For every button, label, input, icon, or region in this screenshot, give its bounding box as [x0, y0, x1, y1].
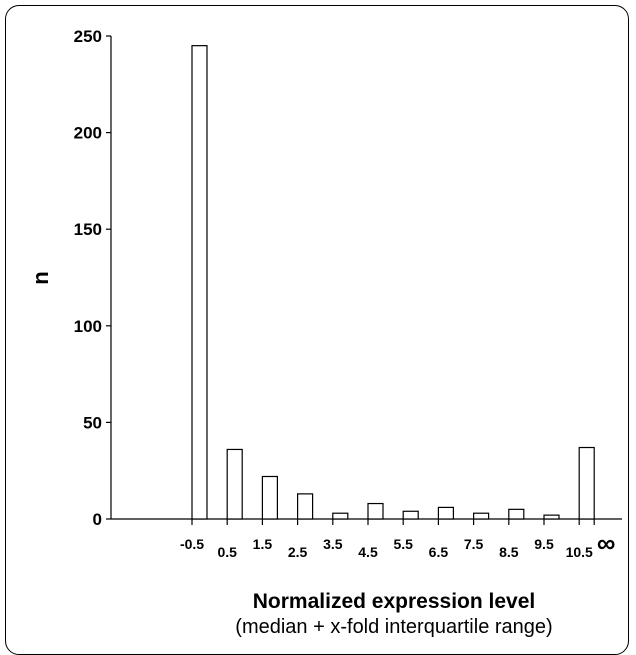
x-tick-label: 2.5 [288, 544, 308, 560]
histogram-bar [402, 510, 419, 520]
histogram-bar [437, 506, 454, 520]
x-tick-label: 4.5 [358, 544, 378, 560]
y-tick-label: 50 [83, 413, 102, 432]
x-tick-label: 7.5 [464, 536, 484, 552]
y-tick-label: 0 [93, 510, 102, 529]
histogram-bar [543, 514, 560, 520]
histogram-bar [473, 512, 490, 520]
y-tick-label: 200 [74, 124, 102, 143]
x-tick-label: 8.5 [499, 544, 519, 560]
y-tick-label: 100 [74, 317, 102, 336]
x-tick-label: 6.5 [429, 544, 449, 560]
x-axis-sublabel: (median + x-fold interquartile range) [235, 616, 552, 637]
x-tick-label: 5.5 [393, 536, 413, 552]
x-tick-label: 10.5 [566, 544, 593, 560]
y-tick-label: 150 [74, 220, 102, 239]
x-tick-label: 0.5 [217, 544, 237, 560]
histogram-bar [191, 45, 208, 520]
histogram-bar [261, 475, 278, 520]
x-tick-label: 9.5 [534, 536, 554, 552]
x-tick-label: 3.5 [323, 536, 343, 552]
histogram-chart: 0 50 100 150 200 250 -0.5 0.5 1.5 2.5 3.5 4.5 5.5 6.5… [28, 27, 622, 637]
histogram-bar [332, 512, 349, 520]
y-tick-label: 250 [74, 27, 102, 46]
x-axis-label: Normalized expression level [253, 590, 535, 613]
histogram-bar [367, 502, 384, 520]
x-tick-label: -0.5 [180, 536, 204, 552]
histogram-bar [578, 446, 595, 520]
histogram-bar [226, 448, 243, 520]
y-axis-label: n [28, 271, 53, 284]
histogram-bar [297, 493, 314, 520]
x-tick-label: 1.5 [253, 536, 273, 552]
histogram-bar [508, 508, 525, 520]
x-tick-label: ∞ [597, 528, 616, 558]
